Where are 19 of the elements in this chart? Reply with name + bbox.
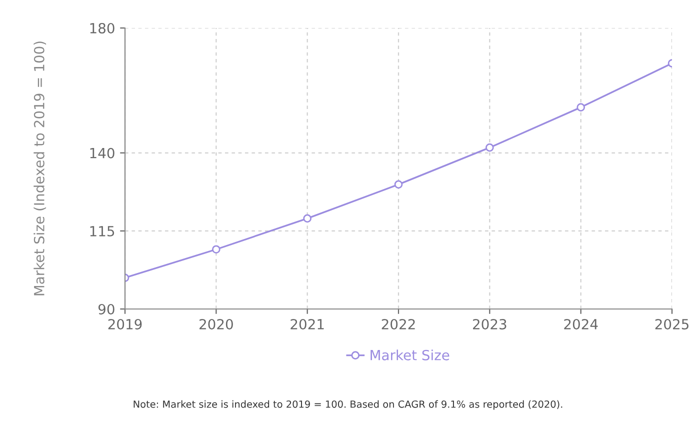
text: Note: Market size is indexed to 2019 = 100. Based on CAGR of 9.1% as reported (2020). <box>134 400 562 410</box>
point <box>303 214 312 223</box>
x-tick-label: 2019 <box>108 318 142 330</box>
x-tick-label: 2020 <box>200 318 233 330</box>
x-tick-label: 2024 <box>564 318 598 330</box>
point <box>394 180 403 189</box>
point <box>486 143 494 152</box>
x-tick-label: 2021 <box>290 318 324 330</box>
x-tick-label: 2023 <box>473 318 506 330</box>
x-tick-label: 2022 <box>382 318 415 330</box>
legend-label: Market Size <box>370 350 450 360</box>
y-tick-label: 140 <box>90 148 114 158</box>
y-tick-label: 180 <box>90 22 114 34</box>
y-tick-label: 90 <box>98 304 114 314</box>
point <box>576 103 585 112</box>
y-tick-label: 115 <box>90 226 114 236</box>
y-axis-title: Market Size (Indexed to 2019 = 100) <box>34 42 46 296</box>
point <box>212 245 220 254</box>
x-tick-label: 2025 <box>655 318 688 330</box>
